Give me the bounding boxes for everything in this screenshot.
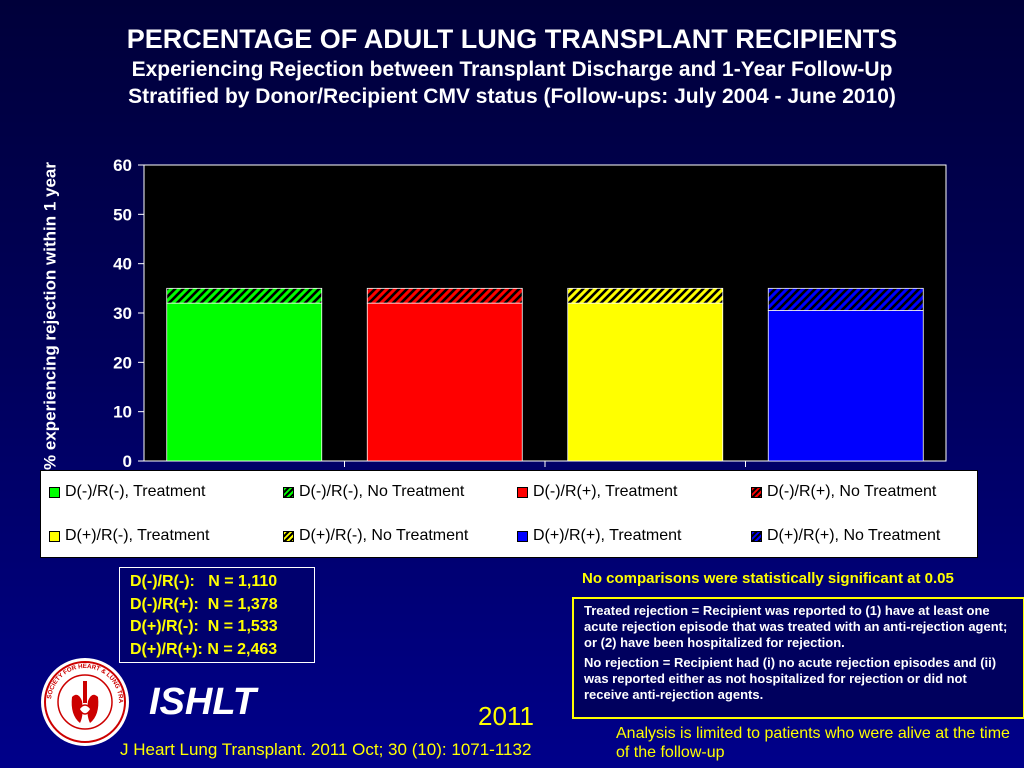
legend-item: D(-)/R(-), Treatment: [49, 483, 205, 501]
bar-no-treatment-4: [767, 287, 924, 311]
bar-no-treatment-3: [567, 287, 724, 304]
legend-item: D(-)/R(-), No Treatment: [283, 483, 464, 501]
slide-title-block: PERCENTAGE OF ADULT LUNG TRANSPLANT RECI…: [0, 22, 1024, 110]
ishlt-brand: ISHLT: [149, 681, 256, 723]
bar-chart: 0 10 20 30 40 50 60: [113, 156, 947, 470]
sample-size-row: D(-)/R(-): N = 1,110: [130, 573, 278, 590]
sample-size-row: D(+)/R(-): N = 1,533: [130, 618, 278, 635]
legend-item: D(+)/R(-), No Treatment: [283, 527, 468, 545]
y-tick-label: 30: [113, 304, 132, 323]
legend-label: D(+)/R(+), Treatment: [533, 527, 682, 544]
legend-swatch: [751, 486, 762, 498]
legend-swatch: [283, 530, 294, 542]
legend-item: D(+)/R(+), No Treatment: [751, 527, 940, 545]
chart-legend: D(-)/R(-), Treatment D(-)/R(-), No Treatm…: [40, 470, 978, 558]
significance-note: No comparisons were statistically signif…: [582, 570, 954, 587]
bar-treatment-1: [166, 302, 323, 462]
sample-size-row: D(+)/R(+): N = 2,463: [130, 640, 278, 658]
legend-swatch: [517, 530, 528, 542]
year-label: 2011: [478, 701, 534, 731]
legend-swatch: [751, 530, 762, 542]
bar-treatment-3: [567, 302, 724, 462]
legend-label: D(-)/R(+), No Treatment: [767, 483, 937, 500]
y-tick-label: 50: [113, 205, 132, 224]
legend-item: D(-)/R(+), No Treatment: [751, 483, 936, 501]
legend-swatch: [283, 486, 294, 498]
legend-label: D(+)/R(-), No Treatment: [299, 527, 469, 544]
legend-swatch: [49, 530, 60, 542]
y-tick-label: 10: [113, 403, 132, 422]
y-tick-label: 60: [113, 156, 132, 175]
bar-no-treatment-2: [366, 287, 523, 304]
legend-item: D(+)/R(+), Treatment: [517, 527, 681, 545]
sample-size-row: D(-)/R(+): N = 1,378: [130, 595, 278, 613]
legend-item: D(-)/R(+), Treatment: [517, 483, 677, 501]
y-tick-label: 40: [113, 255, 132, 274]
bar-no-treatment-1: [166, 287, 323, 304]
slide-subtitle-1: Experiencing Rejection between Transplan…: [131, 58, 893, 81]
bar-treatment-2: [366, 302, 523, 462]
ishlt-logo-icon: INTERNATIONAL SOCIETY FOR HEART & LUNG T…: [40, 657, 129, 746]
legend-label: D(+)/R(-), Treatment: [65, 527, 210, 544]
legend-label: D(-)/R(+), Treatment: [533, 483, 678, 500]
bar-treatment-4: [767, 310, 924, 462]
slide-subtitle-2: Stratified by Donor/Recipient CMV status…: [128, 85, 896, 108]
analysis-note: Analysis is limited to patients who were…: [616, 725, 1010, 761]
legend-swatch: [49, 486, 60, 498]
legend-label: D(-)/R(-), Treatment: [65, 483, 206, 500]
y-tick-label: 0: [123, 452, 132, 470]
slide-title: PERCENTAGE OF ADULT LUNG TRANSPLANT RECI…: [126, 24, 898, 54]
citation: J Heart Lung Transplant. 2011 Oct; 30 (1…: [120, 740, 532, 759]
legend-item: D(+)/R(-), Treatment: [49, 527, 209, 545]
legend-swatch: [517, 486, 528, 498]
y-axis-label: % experiencing rejection within 1 year: [40, 162, 60, 470]
legend-label: D(+)/R(+), No Treatment: [767, 527, 941, 544]
y-tick-label: 20: [113, 353, 132, 372]
treated-rejection-definition: Treated rejection = Recipient was report…: [584, 603, 1008, 650]
definitions-box: Treated rejection = Recipient was report…: [572, 597, 1024, 719]
legend-label: D(-)/R(-), No Treatment: [299, 483, 465, 500]
sample-size-box: D(-)/R(-): N = 1,110 D(-)/R(+): N = 1,378…: [119, 567, 315, 663]
no-rejection-definition: No rejection = Recipient had (i) no acut…: [584, 655, 997, 702]
y-axis-label-container: % experiencing rejection within 1 year: [20, 162, 80, 470]
